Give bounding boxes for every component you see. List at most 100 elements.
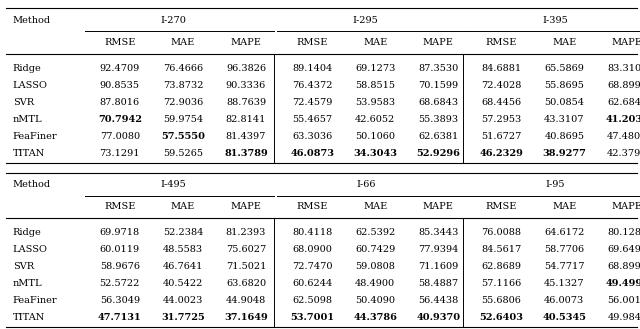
Text: 50.1060: 50.1060 (355, 132, 395, 141)
Text: 72.4028: 72.4028 (481, 81, 522, 90)
Text: 65.5869: 65.5869 (545, 64, 584, 73)
Text: RMSE: RMSE (296, 202, 328, 211)
Text: 62.8689: 62.8689 (481, 263, 521, 271)
Text: 92.4709: 92.4709 (100, 64, 140, 73)
Text: 82.8141: 82.8141 (226, 115, 266, 124)
Text: Method: Method (13, 16, 51, 25)
Text: 46.0873: 46.0873 (290, 149, 334, 158)
Text: nMTL: nMTL (13, 115, 42, 124)
Text: 51.6727: 51.6727 (481, 132, 522, 141)
Text: 68.8993: 68.8993 (607, 81, 640, 90)
Text: 77.0080: 77.0080 (100, 132, 140, 141)
Text: 55.3893: 55.3893 (418, 115, 458, 124)
Text: I-66: I-66 (356, 181, 376, 190)
Text: 60.0119: 60.0119 (100, 245, 140, 254)
Text: 69.6493: 69.6493 (607, 245, 640, 254)
Text: I-270: I-270 (161, 16, 186, 25)
Text: 85.3443: 85.3443 (418, 228, 458, 238)
Text: 57.5550: 57.5550 (161, 132, 205, 141)
Text: 62.5392: 62.5392 (355, 228, 396, 238)
Text: 70.1599: 70.1599 (418, 81, 458, 90)
Text: 46.2329: 46.2329 (479, 149, 524, 158)
Text: 50.4090: 50.4090 (355, 296, 395, 305)
Text: 56.4438: 56.4438 (418, 296, 458, 305)
Text: Ridge: Ridge (13, 228, 42, 238)
Text: 87.3530: 87.3530 (418, 64, 458, 73)
Text: 63.3036: 63.3036 (292, 132, 332, 141)
Text: 68.0900: 68.0900 (292, 245, 332, 254)
Text: RMSE: RMSE (486, 38, 517, 47)
Text: 96.3826: 96.3826 (226, 64, 266, 73)
Text: RMSE: RMSE (296, 38, 328, 47)
Text: 73.8732: 73.8732 (163, 81, 203, 90)
Text: 57.1166: 57.1166 (481, 279, 522, 289)
Text: RMSE: RMSE (104, 202, 136, 211)
Text: 76.4372: 76.4372 (292, 81, 332, 90)
Text: 84.5617: 84.5617 (481, 245, 522, 254)
Text: LASSO: LASSO (13, 81, 47, 90)
Text: 76.4666: 76.4666 (163, 64, 203, 73)
Text: 47.4805: 47.4805 (607, 132, 640, 141)
Text: 87.8016: 87.8016 (100, 98, 140, 107)
Text: I-95: I-95 (545, 181, 564, 190)
Text: 58.8515: 58.8515 (355, 81, 395, 90)
Text: 81.3789: 81.3789 (224, 149, 268, 158)
Text: MAE: MAE (171, 202, 195, 211)
Text: 88.7639: 88.7639 (226, 98, 266, 107)
Text: I-495: I-495 (161, 181, 186, 190)
Text: 40.8695: 40.8695 (544, 132, 584, 141)
Text: 41.2034: 41.2034 (605, 115, 640, 124)
Text: 77.9394: 77.9394 (418, 245, 458, 254)
Text: 62.5098: 62.5098 (292, 296, 332, 305)
Text: 59.9754: 59.9754 (163, 115, 203, 124)
Text: MAPE: MAPE (612, 202, 640, 211)
Text: 54.7717: 54.7717 (544, 263, 584, 271)
Text: I-395: I-395 (542, 16, 568, 25)
Text: TITAN: TITAN (13, 149, 45, 158)
Text: 72.9036: 72.9036 (163, 98, 203, 107)
Text: 57.2953: 57.2953 (481, 115, 522, 124)
Text: MAPE: MAPE (612, 38, 640, 47)
Text: 81.2393: 81.2393 (226, 228, 266, 238)
Text: MAE: MAE (363, 202, 387, 211)
Text: 68.4456: 68.4456 (481, 98, 522, 107)
Text: 62.6381: 62.6381 (418, 132, 458, 141)
Text: 81.4397: 81.4397 (226, 132, 266, 141)
Text: 68.8999: 68.8999 (607, 263, 640, 271)
Text: RMSE: RMSE (486, 202, 517, 211)
Text: 71.5021: 71.5021 (226, 263, 266, 271)
Text: 59.5265: 59.5265 (163, 149, 203, 158)
Text: FeaFiner: FeaFiner (13, 132, 58, 141)
Text: 42.6052: 42.6052 (355, 115, 396, 124)
Text: 80.1281: 80.1281 (607, 228, 640, 238)
Text: MAE: MAE (552, 202, 577, 211)
Text: 52.5722: 52.5722 (100, 279, 140, 289)
Text: 34.3043: 34.3043 (353, 149, 397, 158)
Text: 45.1327: 45.1327 (544, 279, 584, 289)
Text: 59.0808: 59.0808 (355, 263, 395, 271)
Text: 43.3107: 43.3107 (544, 115, 584, 124)
Text: 38.9277: 38.9277 (542, 149, 586, 158)
Text: 52.9296: 52.9296 (416, 149, 460, 158)
Text: 48.4900: 48.4900 (355, 279, 396, 289)
Text: 58.7706: 58.7706 (544, 245, 584, 254)
Text: 72.4579: 72.4579 (292, 98, 332, 107)
Text: 89.1404: 89.1404 (292, 64, 332, 73)
Text: MAE: MAE (552, 38, 577, 47)
Text: 55.8695: 55.8695 (545, 81, 584, 90)
Text: 69.1273: 69.1273 (355, 64, 396, 73)
Text: 53.9583: 53.9583 (355, 98, 396, 107)
Text: 62.6849: 62.6849 (607, 98, 640, 107)
Text: 49.4991: 49.4991 (605, 279, 640, 289)
Text: Ridge: Ridge (13, 64, 42, 73)
Text: 58.9676: 58.9676 (100, 263, 140, 271)
Text: LASSO: LASSO (13, 245, 47, 254)
Text: 70.7942: 70.7942 (98, 115, 142, 124)
Text: I-295: I-295 (353, 16, 379, 25)
Text: 63.6820: 63.6820 (226, 279, 266, 289)
Text: Method: Method (13, 181, 51, 190)
Text: MAE: MAE (171, 38, 195, 47)
Text: 60.7429: 60.7429 (355, 245, 396, 254)
Text: 80.4118: 80.4118 (292, 228, 332, 238)
Text: 48.5583: 48.5583 (163, 245, 203, 254)
